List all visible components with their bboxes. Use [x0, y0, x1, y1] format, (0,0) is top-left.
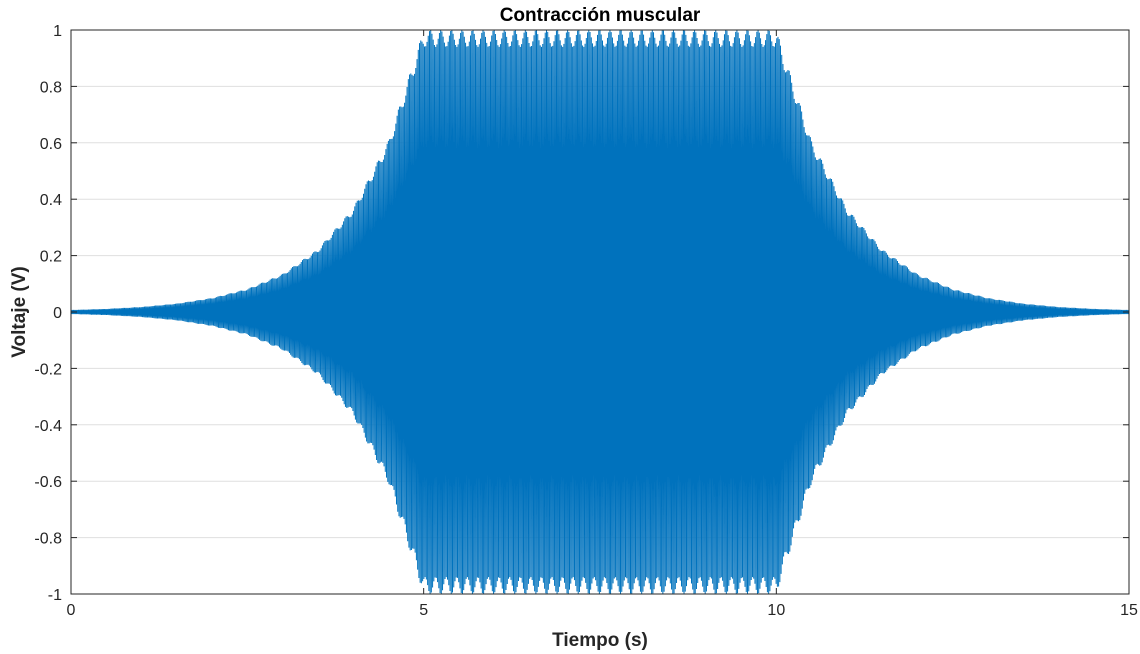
- y-tick-label: -0.4: [34, 418, 62, 435]
- x-axis-ticks: 0 5 10 15: [67, 30, 1138, 619]
- y-tick-label: 1: [53, 23, 62, 40]
- y-tick-label: 0.8: [40, 79, 62, 96]
- x-axis-title: Tiempo (s): [552, 630, 648, 651]
- y-tick-label: -0.6: [34, 474, 62, 491]
- y-tick-label: 0.6: [40, 136, 62, 153]
- y-tick-label: 0.4: [40, 192, 62, 209]
- x-tick-label: 10: [767, 602, 785, 619]
- chart-title: Contracción muscular: [500, 5, 701, 26]
- x-tick-label: 5: [419, 602, 428, 619]
- y-tick-label: -0.8: [34, 531, 62, 548]
- y-tick-label: -1: [48, 587, 62, 604]
- y-axis-ticks: 1 0.8 0.6 0.4 0.2 0 -0.2 -0.4 -0.6 -0.8 -1: [34, 23, 1129, 604]
- y-tick-label: 0.2: [40, 249, 62, 266]
- y-tick-label: -0.2: [34, 361, 62, 378]
- x-tick-label: 15: [1120, 602, 1138, 619]
- x-tick-label: 0: [67, 602, 76, 619]
- y-axis-title: Voltaje (V): [9, 266, 30, 358]
- y-tick-label: 0: [53, 305, 62, 322]
